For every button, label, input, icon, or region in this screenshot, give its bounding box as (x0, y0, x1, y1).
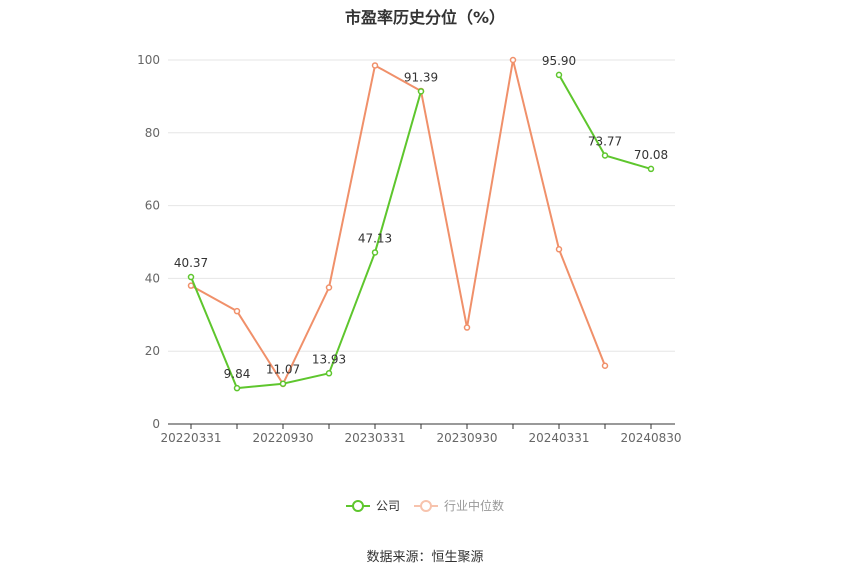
data-label: 11.07 (266, 363, 300, 377)
data-label: 13.93 (312, 352, 346, 366)
data-source: 数据来源：恒生聚源 (366, 550, 484, 565)
axes: 0 20 40 60 80 100 20220331 20220930 20230331 2023… (137, 53, 681, 445)
x-tick-label: 20230930 (436, 431, 497, 445)
y-tick-label: 80 (145, 126, 160, 140)
data-point-company (601, 152, 609, 159)
data-point-company (233, 384, 241, 392)
data-point-industry (325, 284, 333, 291)
data-point-industry (509, 56, 517, 64)
data-point-company (371, 249, 379, 256)
data-point-company (417, 88, 425, 95)
y-tick-label: 100 (137, 53, 160, 67)
x-tick-label: 20240331 (528, 431, 589, 445)
data-label: 9.84 (224, 367, 251, 381)
x-tick-label: 20220331 (160, 431, 221, 445)
data-point-company (279, 380, 287, 387)
series-line-company (190, 91, 422, 390)
data-point-industry (601, 362, 609, 370)
data-point-company (187, 273, 195, 281)
data-point-industry (555, 246, 563, 253)
legend-industry-marker-icon (414, 499, 438, 512)
data-point-industry (463, 324, 471, 331)
data-point-industry (371, 62, 379, 69)
y-tick-label: 20 (145, 344, 160, 358)
data-point-company (647, 165, 655, 173)
legend-label-company: 公司 (375, 499, 400, 513)
legend-label-industry: 行业中位数 (444, 499, 505, 513)
legend-item-company[interactable]: 公司 (345, 497, 400, 514)
x-tick-label: 20240830 (620, 431, 681, 445)
legend-company-marker-icon (345, 499, 370, 512)
y-tick-label: 60 (145, 199, 160, 213)
data-labels: 40.37 9.84 11.07 13.93 47.13 91.39 95.90 73.77 7… (174, 54, 668, 381)
data-label: 73.77 (588, 134, 622, 148)
y-tick-label: 40 (145, 271, 160, 285)
x-tick-label: 20230331 (344, 431, 405, 445)
data-point-industry (233, 307, 241, 315)
data-label: 95.90 (542, 54, 576, 68)
series-line-industry (190, 59, 606, 385)
chart-title: 市盈率历史分位（%） (344, 8, 506, 27)
data-point-company (325, 370, 333, 377)
x-tick-label: 20220930 (252, 431, 313, 445)
y-tick-label: 0 (152, 417, 160, 431)
data-point-company (555, 71, 563, 79)
data-label: 47.13 (358, 231, 392, 245)
data-point-industry (187, 282, 195, 289)
series-lines (187, 56, 655, 392)
legend: 公司 行业中位数 (0, 497, 850, 514)
data-label: 91.39 (404, 70, 438, 84)
gridlines (168, 59, 675, 352)
data-label: 70.08 (634, 148, 668, 162)
data-label: 40.37 (174, 256, 208, 270)
legend-item-industry[interactable]: 行业中位数 (414, 497, 504, 514)
